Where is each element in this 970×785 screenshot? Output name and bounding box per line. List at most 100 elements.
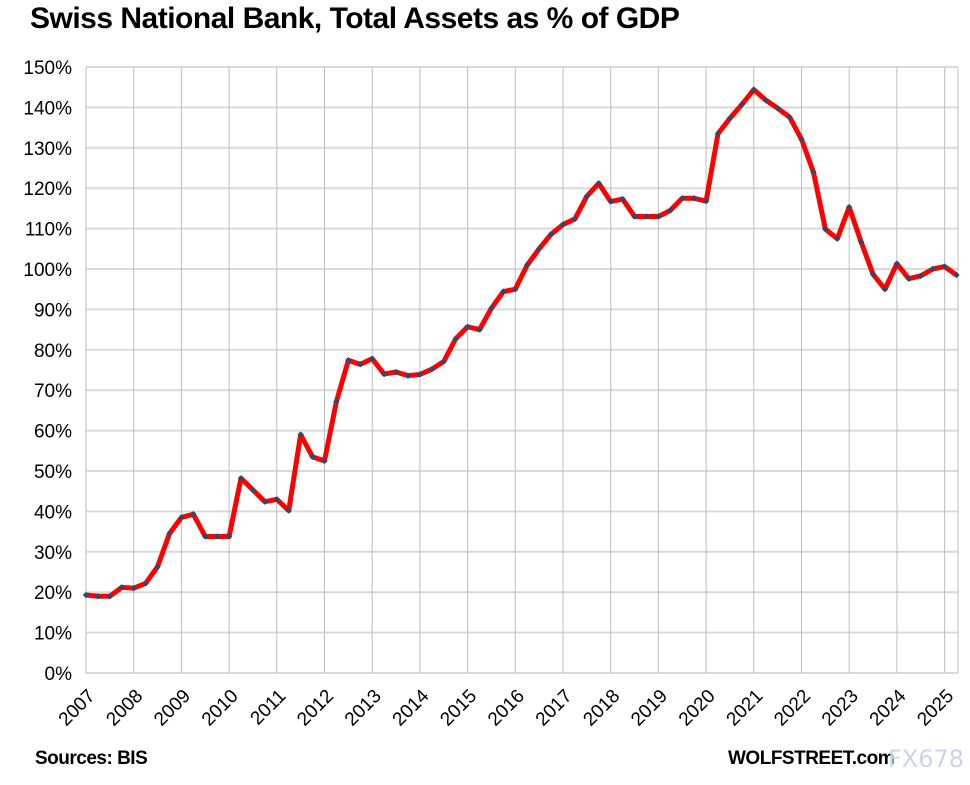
data-point bbox=[774, 105, 781, 112]
data-point bbox=[667, 207, 674, 214]
x-tick-label: 2021 bbox=[723, 686, 768, 731]
x-tick-label: 2013 bbox=[341, 686, 386, 731]
data-point bbox=[547, 231, 555, 238]
data-point bbox=[118, 584, 125, 591]
data-point bbox=[750, 86, 757, 93]
data-point bbox=[953, 271, 960, 279]
x-tick-label: 2023 bbox=[818, 686, 863, 731]
y-tick-label: 110% bbox=[25, 220, 72, 241]
data-point bbox=[357, 361, 364, 368]
data-point bbox=[202, 533, 209, 540]
data-point bbox=[619, 195, 626, 203]
data-point bbox=[762, 96, 769, 104]
y-tick-label: 120% bbox=[23, 179, 72, 200]
data-point bbox=[464, 323, 471, 330]
data-point bbox=[404, 372, 412, 379]
data-point bbox=[166, 530, 173, 537]
data-point bbox=[941, 263, 948, 270]
data-point bbox=[905, 275, 913, 282]
x-tick-label: 2016 bbox=[484, 686, 529, 731]
data-point bbox=[679, 195, 686, 202]
data-point bbox=[500, 288, 507, 295]
data-point bbox=[476, 326, 483, 333]
brand-label: WOLFSTREET.com bbox=[728, 748, 895, 769]
y-tick-label: 80% bbox=[34, 341, 72, 362]
data-point bbox=[917, 272, 924, 280]
data-point bbox=[655, 213, 662, 220]
data-point bbox=[321, 457, 328, 465]
data-point bbox=[345, 357, 352, 364]
y-tick-label: 0% bbox=[45, 664, 73, 685]
data-point bbox=[380, 370, 388, 378]
data-point bbox=[857, 238, 865, 246]
data-point bbox=[333, 398, 340, 405]
data-point bbox=[810, 168, 817, 176]
data-point bbox=[237, 475, 245, 482]
x-tick-label: 2018 bbox=[579, 686, 624, 731]
data-point bbox=[249, 486, 257, 494]
data-point bbox=[309, 453, 316, 461]
data-point bbox=[881, 286, 889, 293]
x-tick-label: 2011 bbox=[247, 686, 291, 730]
y-tick-label: 140% bbox=[23, 98, 72, 119]
data-point bbox=[488, 304, 495, 312]
data-point bbox=[213, 533, 221, 540]
x-tick-label: 2025 bbox=[913, 686, 958, 731]
data-point bbox=[822, 225, 829, 233]
data-point bbox=[690, 195, 698, 202]
y-tick-label: 60% bbox=[34, 422, 72, 443]
data-point bbox=[440, 358, 447, 365]
data-point bbox=[595, 180, 602, 187]
x-tick-label: 2008 bbox=[102, 686, 147, 731]
data-point bbox=[738, 101, 746, 108]
data-point bbox=[369, 355, 376, 362]
series-line bbox=[85, 87, 958, 599]
x-tick-label: 2010 bbox=[198, 686, 243, 731]
x-tick-label: 2022 bbox=[770, 686, 815, 731]
data-point bbox=[94, 593, 102, 600]
data-point bbox=[846, 203, 853, 211]
data-point bbox=[452, 335, 459, 343]
x-tick-label: 2020 bbox=[675, 686, 720, 731]
x-tick-label: 2014 bbox=[389, 685, 434, 730]
data-point bbox=[869, 271, 877, 278]
y-tick-label: 30% bbox=[34, 543, 72, 564]
data-point bbox=[392, 368, 400, 376]
data-point bbox=[285, 507, 292, 514]
x-tick-label: 2019 bbox=[627, 686, 672, 731]
data-point bbox=[834, 235, 841, 242]
data-point bbox=[893, 260, 901, 267]
data-point bbox=[273, 496, 280, 503]
x-tick-label: 2017 bbox=[532, 686, 577, 731]
data-point bbox=[297, 431, 304, 438]
data-point bbox=[714, 130, 722, 137]
x-tick-label: 2009 bbox=[150, 686, 195, 731]
data-point bbox=[631, 213, 638, 220]
x-tick-label: 2024 bbox=[866, 685, 911, 730]
y-tick-label: 40% bbox=[34, 502, 72, 523]
data-point bbox=[261, 498, 269, 505]
data-point bbox=[798, 136, 805, 143]
source-note: Sources: BIS bbox=[35, 748, 148, 769]
data-point bbox=[702, 197, 710, 205]
data-point bbox=[142, 580, 149, 587]
data-point bbox=[190, 511, 197, 518]
data-point bbox=[726, 115, 734, 122]
data-point bbox=[428, 365, 436, 373]
data-point bbox=[225, 533, 233, 540]
data-point bbox=[512, 286, 519, 293]
data-point bbox=[178, 514, 185, 521]
data-point bbox=[929, 265, 936, 273]
data-point bbox=[786, 113, 793, 121]
y-tick-label: 50% bbox=[34, 462, 72, 483]
x-tick-label: 2012 bbox=[293, 686, 338, 731]
watermark: FX678 bbox=[888, 745, 965, 773]
data-point bbox=[583, 193, 591, 200]
y-tick-label: 130% bbox=[23, 139, 72, 160]
data-point bbox=[130, 584, 137, 592]
data-point bbox=[82, 591, 90, 599]
data-point bbox=[106, 593, 114, 600]
chart-title: Swiss National Bank, Total Assets as % o… bbox=[30, 2, 680, 35]
y-tick-label: 90% bbox=[34, 300, 72, 321]
